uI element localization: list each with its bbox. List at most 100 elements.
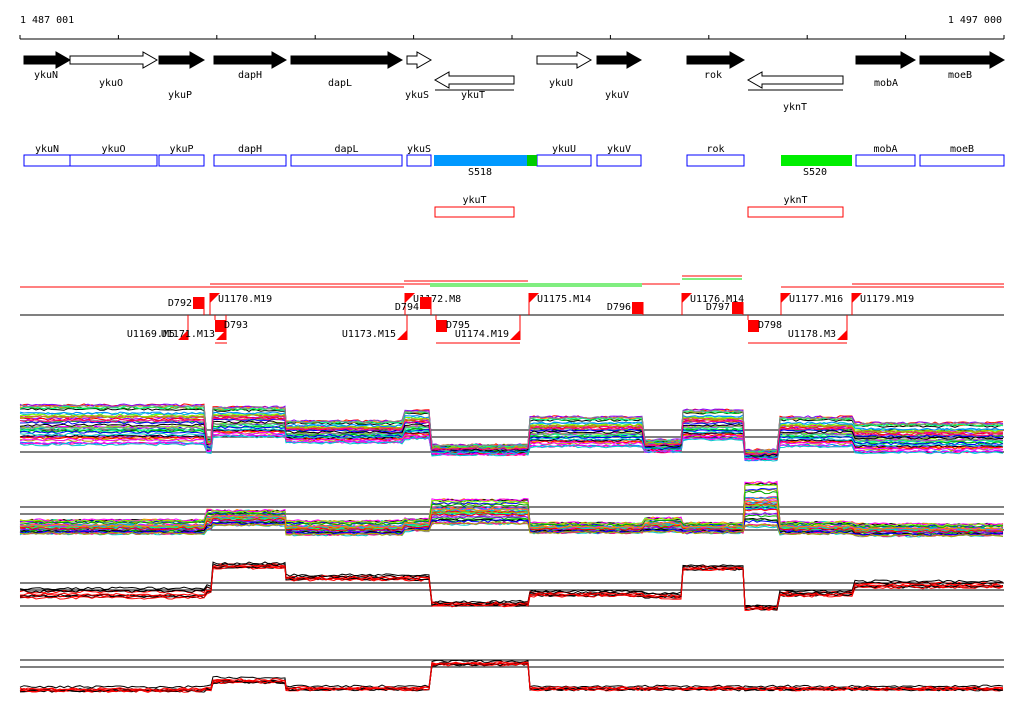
- gene-arrow-ykuS[interactable]: [406, 51, 433, 69]
- promoter-flag-icon[interactable]: [510, 330, 520, 340]
- gene-box-label: ykuN: [35, 144, 59, 155]
- expression-profile: [19, 564, 1004, 610]
- promoter-flag-icon[interactable]: [210, 293, 220, 303]
- expression-profile: [19, 404, 1004, 453]
- gene-label: mobA: [874, 78, 898, 89]
- terminator-label: D797: [706, 302, 730, 313]
- segment-S520[interactable]: [781, 155, 852, 166]
- gene-arrow-ykuT[interactable]: [433, 71, 515, 89]
- gene-arrow-moeB[interactable]: [919, 51, 1006, 69]
- terminator-icon[interactable]: [732, 302, 743, 314]
- gene-box-rok[interactable]: [686, 154, 745, 167]
- terminator-icon[interactable]: [632, 302, 643, 314]
- gene-arrow-ykuO[interactable]: [69, 51, 159, 69]
- promoter-label: U1173.M15: [342, 329, 396, 340]
- promoter-label: U1172.M8: [413, 294, 461, 305]
- gene-box-ykuN[interactable]: [23, 154, 71, 167]
- gene-arrow-dapL[interactable]: [290, 51, 404, 69]
- gene-box-ykuP[interactable]: [158, 154, 205, 167]
- promoter-flag-icon[interactable]: [216, 330, 226, 340]
- expression-profile: [19, 484, 1004, 527]
- terminator-icon[interactable]: [215, 320, 226, 332]
- expression-profile: [19, 435, 1004, 462]
- antisense-box-ykuT[interactable]: [434, 206, 515, 218]
- expression-profile: [19, 416, 1004, 456]
- promoter-label: U1179.M19: [860, 294, 914, 305]
- gene-box-label: ykuO: [101, 144, 125, 155]
- gene-arrow-dapH[interactable]: [213, 51, 288, 69]
- gene-box-mobA[interactable]: [855, 154, 916, 167]
- promoter-flag-icon[interactable]: [682, 293, 692, 303]
- gene-label: ykuS: [405, 90, 429, 101]
- expression-profile: [19, 490, 1004, 529]
- expression-profile: [19, 519, 1004, 537]
- gene-box-label: ykuS: [407, 144, 431, 155]
- expression-profile: [19, 508, 1004, 534]
- gene-box-moeB[interactable]: [919, 154, 1005, 167]
- expression-profile: [19, 405, 1004, 453]
- gene-box-ykuV[interactable]: [596, 154, 642, 167]
- promoter-flag-icon[interactable]: [405, 293, 415, 303]
- promoter-flag-icon[interactable]: [397, 330, 407, 340]
- gene-box-label: ykuV: [607, 144, 631, 155]
- expression-profile: [19, 498, 1004, 531]
- segment-S518-tail: [527, 155, 537, 166]
- gene-label: dapH: [238, 70, 262, 81]
- gene-arrow-ykuV[interactable]: [596, 51, 643, 69]
- gene-arrow-ykuN[interactable]: [23, 51, 72, 69]
- terminator-label: D792: [168, 298, 192, 309]
- gene-box-label: dapH: [238, 144, 262, 155]
- gene-arrow-rok[interactable]: [686, 51, 746, 69]
- antisense-label: yknT: [783, 195, 807, 206]
- promoter-label: U1171.M13: [161, 329, 215, 340]
- terminator-icon[interactable]: [436, 320, 447, 332]
- gene-box-label: mobA: [873, 144, 897, 155]
- gene-box-dapH[interactable]: [213, 154, 287, 167]
- antisense-label: ykuT: [462, 195, 486, 206]
- gene-box-label: dapL: [334, 144, 358, 155]
- gene-arrow-mobA[interactable]: [855, 51, 917, 69]
- terminator-label: D796: [607, 302, 631, 313]
- gene-box-ykuS[interactable]: [406, 154, 432, 167]
- gene-box-label: ykuP: [169, 144, 193, 155]
- terminator-label: D798: [758, 320, 782, 331]
- expression-profile: [19, 425, 1004, 459]
- expression-profile: [19, 663, 1004, 693]
- terminator-icon[interactable]: [748, 320, 759, 332]
- promoter-label: U1174.M19: [455, 329, 509, 340]
- gene-box-ykuU[interactable]: [536, 154, 592, 167]
- ruler-end-label: 1 497 000: [948, 15, 1002, 26]
- antisense-box-yknT[interactable]: [747, 206, 844, 218]
- promoter-flag-icon[interactable]: [852, 293, 862, 303]
- gene-label: ykuP: [168, 90, 192, 101]
- gene-arrow-ykuU[interactable]: [536, 51, 593, 69]
- terminator-label: D795: [446, 320, 470, 331]
- promoter-flag-icon[interactable]: [781, 293, 791, 303]
- terminator-icon[interactable]: [420, 297, 431, 309]
- gene-arrow-ykuP[interactable]: [158, 51, 206, 69]
- gene-box-label: ykuU: [552, 144, 576, 155]
- expression-profile: [19, 562, 1004, 609]
- segment-label: S518: [468, 167, 492, 178]
- gene-box-ykuO[interactable]: [69, 154, 158, 167]
- gene-box-dapL[interactable]: [290, 154, 403, 167]
- gene-label: moeB: [948, 70, 972, 81]
- gene-label: ykuO: [99, 78, 123, 89]
- terminator-icon[interactable]: [193, 297, 204, 309]
- promoter-flag-icon[interactable]: [178, 330, 188, 340]
- promoter-label: U1176.M14: [690, 294, 744, 305]
- expression-profile: [19, 411, 1004, 454]
- promoter-flag-icon[interactable]: [529, 293, 539, 303]
- gene-arrow-yknT[interactable]: [746, 71, 844, 89]
- expression-profile: [19, 561, 1004, 607]
- expression-profile: [19, 521, 1004, 538]
- promoter-label: U1169.M5: [127, 329, 175, 340]
- promoter-label: U1177.M16: [789, 294, 843, 305]
- promoter-flag-icon[interactable]: [837, 330, 847, 340]
- segment-S518[interactable]: [434, 155, 527, 166]
- expression-profile: [19, 413, 1004, 455]
- promoter-label: U1170.M19: [218, 294, 272, 305]
- gene-label: rok: [704, 70, 722, 81]
- gene-box-label: moeB: [950, 144, 974, 155]
